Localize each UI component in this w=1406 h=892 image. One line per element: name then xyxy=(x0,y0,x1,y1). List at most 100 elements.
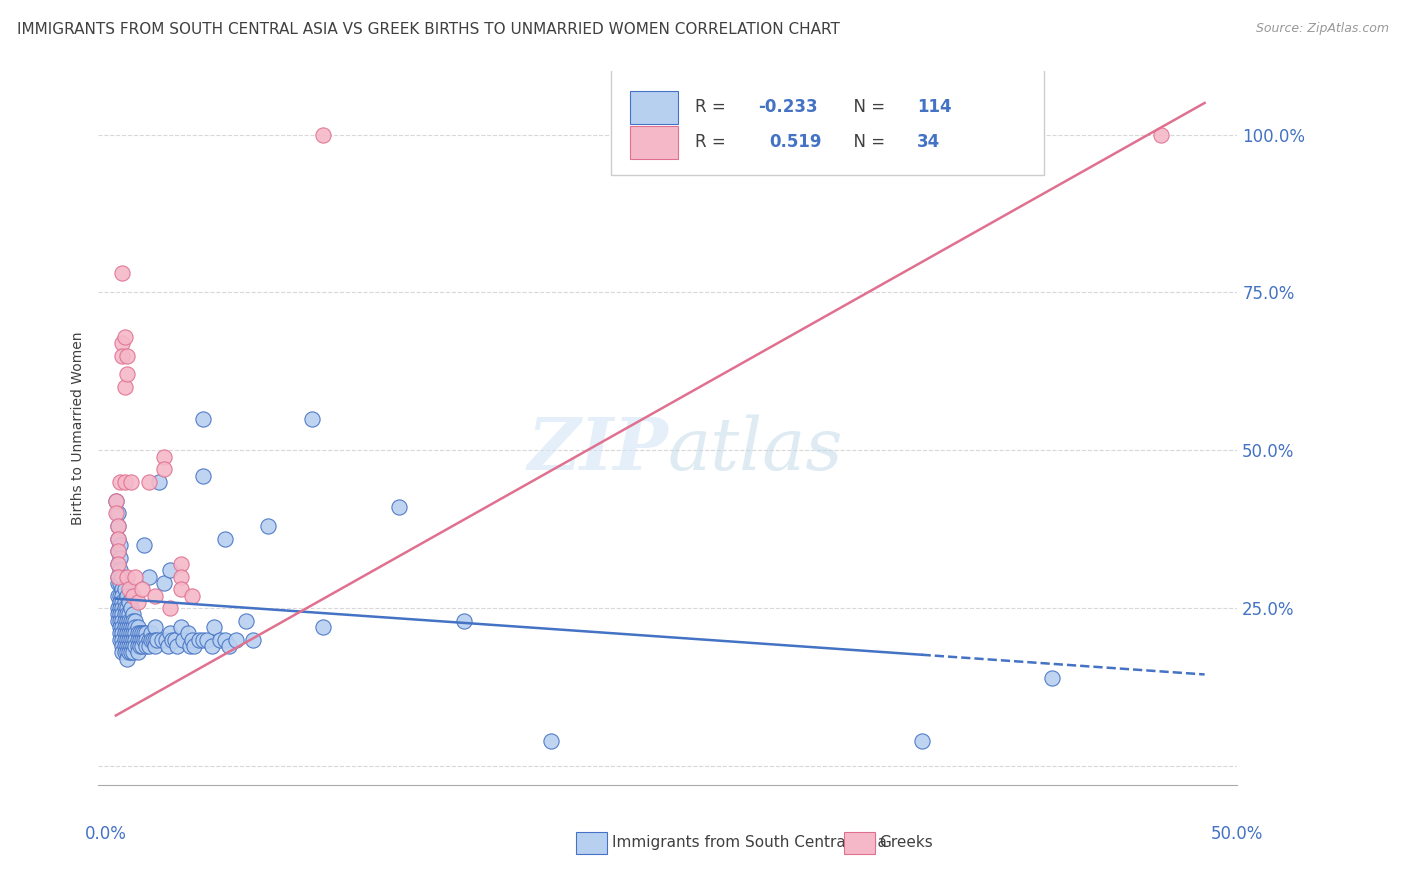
Text: Source: ZipAtlas.com: Source: ZipAtlas.com xyxy=(1256,22,1389,36)
Point xyxy=(114,632,136,647)
Point xyxy=(138,639,160,653)
Point xyxy=(1150,128,1173,142)
Point xyxy=(115,349,138,363)
FancyBboxPatch shape xyxy=(630,91,678,123)
Point xyxy=(120,639,142,653)
Point xyxy=(114,595,136,609)
Point xyxy=(127,595,149,609)
Text: 0.519: 0.519 xyxy=(769,133,821,152)
Point xyxy=(114,626,136,640)
Point xyxy=(114,475,136,489)
Point xyxy=(111,632,134,647)
Point xyxy=(122,620,145,634)
Point xyxy=(124,632,146,647)
Text: 50.0%: 50.0% xyxy=(1211,825,1264,843)
Point xyxy=(107,557,129,571)
Point xyxy=(118,645,141,659)
Point xyxy=(118,614,141,628)
Point xyxy=(127,632,149,647)
Point xyxy=(114,601,136,615)
Point xyxy=(191,468,214,483)
Point xyxy=(128,632,150,647)
Point xyxy=(107,557,129,571)
Point xyxy=(155,632,177,647)
Point xyxy=(214,632,236,647)
Point xyxy=(108,620,131,634)
Text: 34: 34 xyxy=(917,133,941,152)
Point xyxy=(107,544,129,558)
Point xyxy=(104,507,127,521)
Text: 114: 114 xyxy=(917,98,952,116)
Point xyxy=(176,626,198,640)
Text: IMMIGRANTS FROM SOUTH CENTRAL ASIA VS GREEK BIRTHS TO UNMARRIED WOMEN CORRELATIO: IMMIGRANTS FROM SOUTH CENTRAL ASIA VS GR… xyxy=(17,22,839,37)
Point xyxy=(115,651,138,665)
Point xyxy=(108,595,131,609)
Point xyxy=(120,614,142,628)
Point xyxy=(134,632,156,647)
Point xyxy=(111,620,134,634)
Point xyxy=(143,620,166,634)
Point xyxy=(170,620,193,634)
Point xyxy=(143,632,166,647)
Point xyxy=(135,632,157,647)
Y-axis label: Births to Unmarried Women: Births to Unmarried Women xyxy=(72,332,86,524)
Point xyxy=(201,639,224,653)
Text: Immigrants from South Central Asia: Immigrants from South Central Asia xyxy=(612,836,887,850)
Point xyxy=(107,614,129,628)
Point xyxy=(107,507,129,521)
Text: N =: N = xyxy=(844,133,890,152)
Point xyxy=(146,632,169,647)
Point xyxy=(107,569,129,583)
Point xyxy=(115,569,138,583)
Point xyxy=(159,626,181,640)
Point xyxy=(114,639,136,653)
Point xyxy=(108,626,131,640)
Point xyxy=(1040,671,1063,685)
Point xyxy=(111,349,134,363)
Point xyxy=(114,380,136,394)
Point xyxy=(312,620,335,634)
Point xyxy=(108,550,131,565)
Point xyxy=(115,368,138,382)
Point xyxy=(235,614,257,628)
Point xyxy=(107,519,129,533)
Point xyxy=(107,575,129,590)
Point xyxy=(115,601,138,615)
Point xyxy=(312,128,335,142)
Point xyxy=(107,589,129,603)
Point xyxy=(114,329,136,343)
Point xyxy=(131,632,153,647)
Point xyxy=(120,601,142,615)
Point xyxy=(107,519,129,533)
Point xyxy=(111,569,134,583)
Point xyxy=(124,569,146,583)
Text: R =: R = xyxy=(695,98,731,116)
Point xyxy=(120,620,142,634)
Point xyxy=(107,532,129,546)
Text: 0.0%: 0.0% xyxy=(84,825,127,843)
Point xyxy=(166,639,188,653)
Point xyxy=(183,639,205,653)
Point xyxy=(170,582,193,597)
Point xyxy=(120,645,142,659)
Point xyxy=(124,626,146,640)
Point xyxy=(114,614,136,628)
Point xyxy=(104,493,127,508)
Point xyxy=(138,632,160,647)
Text: R =: R = xyxy=(695,133,737,152)
Point xyxy=(181,589,204,603)
Point xyxy=(388,500,411,514)
Point xyxy=(257,519,280,533)
Point xyxy=(135,626,157,640)
Point xyxy=(209,632,232,647)
Point xyxy=(453,614,475,628)
FancyBboxPatch shape xyxy=(612,64,1043,175)
Point xyxy=(115,620,138,634)
Point xyxy=(108,538,131,552)
Text: N =: N = xyxy=(844,98,890,116)
Point xyxy=(138,569,160,583)
Point xyxy=(128,639,150,653)
Point xyxy=(181,632,204,647)
Point xyxy=(152,450,174,464)
Point xyxy=(107,569,129,583)
